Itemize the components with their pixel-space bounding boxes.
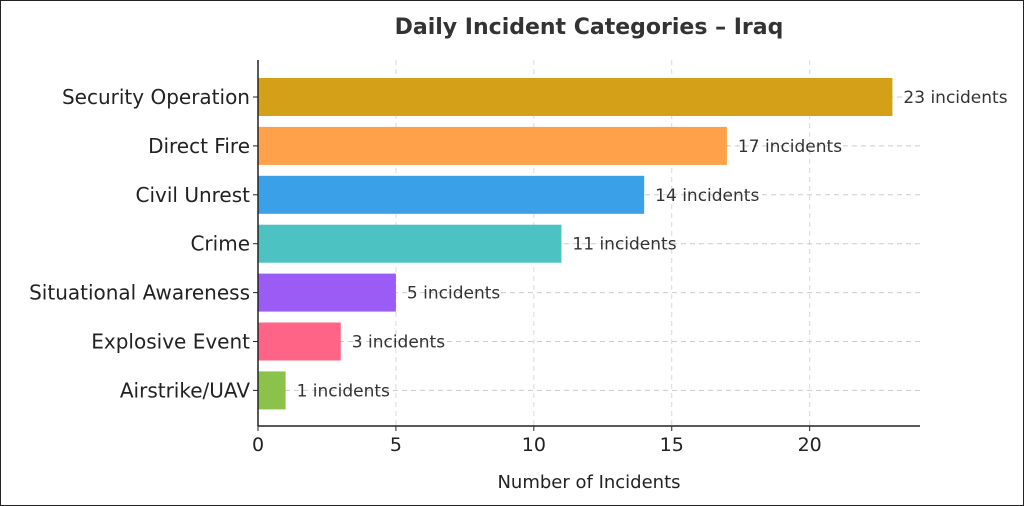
category-labels: Security Operation Direct Fire Civil Unres… (29, 85, 250, 402)
data-label: 3 incidents (352, 333, 445, 353)
bar (258, 78, 893, 116)
category-label: Situational Awareness (29, 281, 250, 305)
x-tick-label: 20 (798, 434, 822, 456)
x-tick-label: 5 (390, 434, 402, 456)
data-label: 17 incidents (738, 137, 842, 157)
data-label: 11 incidents (572, 235, 676, 255)
category-label: Explosive Event (91, 330, 250, 354)
x-tick-labels: 0 5 10 15 20 (252, 434, 822, 456)
bar (258, 371, 286, 410)
x-axis-title: Number of Incidents (497, 472, 680, 493)
bar (258, 224, 562, 263)
bar (258, 273, 396, 312)
x-tick-label: 15 (660, 434, 684, 456)
axes (253, 60, 920, 431)
x-tick-label: 0 (252, 434, 264, 456)
data-label: 1 incidents (297, 381, 390, 401)
data-labels: 23 incidents 17 incidents 14 incidents 11 i… (297, 88, 1008, 401)
bar (258, 126, 727, 165)
category-label: Civil Unrest (136, 183, 251, 207)
data-label: 14 incidents (655, 186, 759, 206)
category-label: Airstrike/UAV (120, 378, 250, 402)
category-label: Security Operation (62, 85, 250, 109)
bar (258, 322, 341, 361)
data-label: 23 incidents (903, 88, 1007, 108)
bar (258, 175, 645, 214)
category-label: Crime (190, 232, 250, 256)
x-tick-label: 10 (522, 434, 546, 456)
category-label: Direct Fire (148, 134, 250, 158)
chart-title: Daily Incident Categories – Iraq (395, 15, 784, 40)
data-label: 5 incidents (407, 284, 500, 304)
bars (258, 78, 893, 410)
